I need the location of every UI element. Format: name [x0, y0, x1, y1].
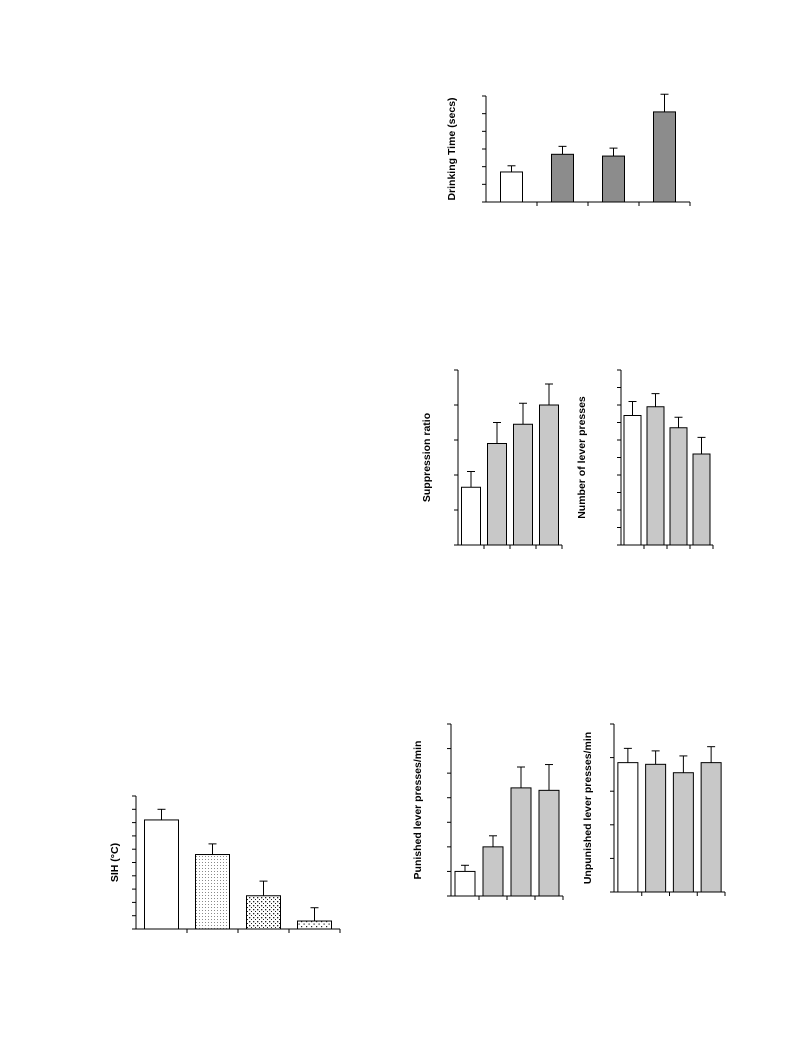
bar	[623, 415, 642, 546]
y-axis-label: Drinking Time (secs)	[446, 97, 458, 200]
bar	[513, 423, 533, 546]
chart-suppression: Suppression ratio	[421, 369, 563, 549]
bar	[645, 763, 667, 893]
y-axis-label: Suppression ratio	[421, 413, 433, 502]
bar	[500, 171, 523, 203]
chart-punished: Punished lever presses/min	[412, 723, 564, 900]
bar	[538, 789, 560, 897]
bar	[195, 854, 230, 930]
bar	[461, 486, 481, 546]
y-axis-label: Unpunished lever presses/min	[582, 732, 594, 884]
chart-leverpresses: Number of lever presses	[576, 369, 714, 549]
bar	[669, 427, 688, 546]
bar	[539, 404, 559, 546]
y-axis-label: Number of lever presses	[576, 396, 588, 519]
y-axis-label: Punished lever presses/min	[412, 741, 424, 880]
bar	[646, 406, 665, 546]
chart-unpunished: Unpunished lever presses/min	[582, 723, 726, 896]
bar	[246, 895, 281, 930]
bar	[700, 762, 722, 893]
bar	[144, 819, 179, 930]
bar	[672, 772, 694, 893]
y-axis-label: SIH (°C)	[109, 843, 121, 882]
bar	[692, 453, 711, 546]
bar	[454, 870, 476, 897]
chart-drinking: Drinking Time (secs)	[446, 93, 691, 206]
bar	[487, 443, 507, 546]
bar	[602, 155, 625, 203]
bar	[482, 846, 504, 897]
bar	[510, 787, 532, 897]
bar	[617, 762, 639, 893]
bar	[297, 920, 332, 930]
bar	[551, 153, 574, 203]
chart-sih: SIH (°C)	[109, 795, 341, 933]
bar	[653, 111, 676, 203]
